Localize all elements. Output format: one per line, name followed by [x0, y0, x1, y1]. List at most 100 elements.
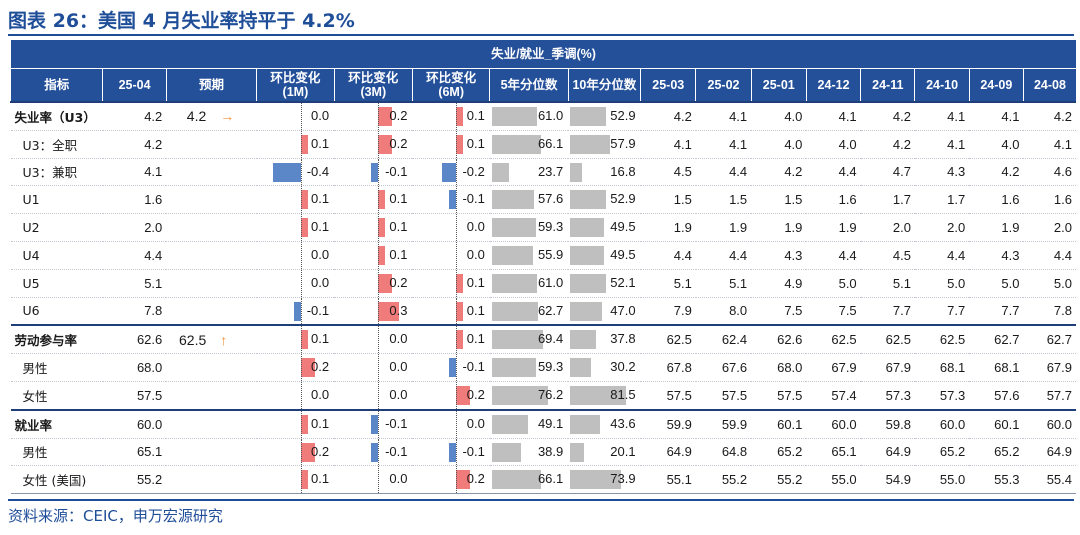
zero-line — [456, 241, 458, 269]
change-bar — [300, 414, 308, 434]
percentile-bar — [570, 134, 610, 154]
percentile-value: 52.9 — [610, 191, 636, 207]
change-value: 0.0 — [389, 331, 408, 347]
history-value: 64.9 — [1023, 438, 1076, 467]
percentile-p10-cell: 49.5 — [568, 213, 641, 242]
current-value: 4.1 — [102, 158, 167, 187]
percentile-bar — [491, 273, 537, 293]
table-row: U5 5.1 0.0 0.2 0.1 61.0 52.1 5.1 5.1 4.9 5.0 5.1 5.0… — [10, 269, 1076, 298]
change-bar — [300, 218, 308, 238]
percentile-bar — [570, 470, 621, 490]
history-value: 60.1 — [751, 408, 807, 439]
history-value: 67.8 — [640, 353, 696, 382]
zero-line — [456, 297, 458, 325]
column-header: 25-04 — [102, 68, 167, 103]
expectation-cell — [166, 130, 257, 159]
change-bar — [300, 442, 315, 462]
change-value: -0.1 — [385, 163, 408, 179]
zero-line — [300, 466, 302, 494]
percentile-value: 23.7 — [537, 163, 564, 179]
history-value: 4.0 — [751, 100, 807, 131]
change-c3-cell: 0.0 — [334, 381, 413, 411]
percentile-value: 73.9 — [610, 471, 636, 487]
change-c1-cell: 0.1 — [256, 465, 335, 495]
table-row: 男性 65.1 0.2 -0.1 -0.1 38.9 20.1 64.9 64.8 65.2 65.… — [10, 438, 1076, 467]
percentile-p10-cell: 57.9 — [568, 130, 641, 159]
change-bar — [371, 442, 379, 462]
expectation-cell: 62.5 ↑ — [166, 324, 257, 355]
percentile-value: 49.5 — [610, 246, 636, 262]
zero-line — [456, 186, 458, 214]
history-value: 65.2 — [914, 438, 970, 467]
history-value: 57.5 — [640, 381, 696, 411]
history-value: 7.7 — [860, 297, 915, 326]
change-c6-cell: -0.1 — [412, 185, 490, 215]
table-row: 女性 57.5 0.0 0.0 0.2 76.2 81.5 57.5 57.5 57.5 57.4 5… — [10, 381, 1076, 411]
change-c6-cell: 0.1 — [412, 269, 490, 298]
history-value: 4.1 — [1023, 130, 1076, 159]
change-c1-cell: 0.1 — [256, 324, 335, 355]
change-bar — [272, 162, 301, 182]
percentile-p5-cell: 69.4 — [489, 324, 569, 355]
change-value: 0.2 — [389, 274, 408, 290]
percentile-bar — [570, 190, 607, 210]
zero-line — [456, 410, 458, 438]
history-value: 1.9 — [695, 213, 752, 242]
row-label: U1 — [10, 185, 103, 215]
percentile-p5-cell: 38.9 — [489, 438, 569, 467]
change-c1-cell: 0.0 — [256, 100, 335, 131]
change-bar — [456, 107, 464, 126]
history-value: 4.1 — [914, 130, 970, 159]
table-row: U6 7.8 -0.1 0.3 0.1 62.7 47.0 7.9 8.0 7.5 7.5 7.7 7.… — [10, 297, 1076, 326]
zero-line — [300, 158, 302, 186]
zero-line — [378, 297, 380, 325]
change-c6-cell: 0.2 — [412, 381, 490, 411]
row-label: 失业率（U3） — [10, 100, 103, 131]
history-value: 4.0 — [751, 130, 807, 159]
percentile-p10-cell: 43.6 — [568, 408, 641, 439]
zero-line — [300, 438, 302, 466]
table-row: U2 2.0 0.1 0.1 0.0 59.3 49.5 1.9 1.9 1.9 1.9 2.0 2.0… — [10, 213, 1076, 242]
history-value: 62.5 — [914, 324, 970, 355]
history-value: 4.3 — [969, 241, 1024, 270]
table-body: 失业率（U3） 4.2 4.2 → 0.0 0.2 0.1 61.0 52.9 4.2 4.1 4.0… — [10, 100, 1076, 495]
percentile-value: 61.0 — [537, 108, 564, 123]
column-header: 环比变化 (1M) — [256, 68, 335, 103]
change-bar — [449, 358, 457, 378]
history-value: 59.8 — [860, 408, 915, 439]
history-value: 59.9 — [695, 408, 752, 439]
history-value: 4.1 — [969, 100, 1024, 131]
history-value: 7.5 — [806, 297, 861, 326]
percentile-bar — [570, 218, 604, 238]
percentile-bar — [570, 301, 603, 321]
history-value: 62.7 — [1023, 324, 1076, 355]
expectation-cell — [166, 353, 257, 382]
zero-line — [456, 381, 458, 409]
current-value: 5.1 — [102, 269, 167, 298]
change-bar — [456, 470, 471, 490]
change-c3-cell: 0.0 — [334, 324, 413, 355]
history-value: 5.0 — [914, 269, 970, 298]
history-value: 7.5 — [751, 297, 807, 326]
percentile-p10-cell: 52.9 — [568, 100, 641, 131]
source-note: 资料来源：CEIC，申万宏源研究 — [8, 507, 223, 525]
change-bar — [378, 107, 393, 126]
percentile-value: 49.5 — [610, 219, 636, 235]
change-c6-cell: 0.2 — [412, 465, 490, 495]
trend-arrow-icon: ↑ — [220, 331, 228, 348]
row-label: 劳动参与率 — [10, 324, 103, 355]
change-bar — [378, 190, 386, 210]
expectation-cell — [166, 408, 257, 439]
unemployment-table: 失业/就业_季调(%) 指标 25-04 预期 环比变化 (1M) 环比变化 (3M) 环比变… — [9, 40, 1076, 495]
history-value: 67.9 — [806, 353, 861, 382]
history-value: 2.0 — [860, 213, 915, 242]
history-value: 2.0 — [914, 213, 970, 242]
current-value: 4.2 — [102, 130, 167, 159]
column-header: 5年分位数 — [489, 68, 569, 103]
percentile-bar — [491, 358, 536, 378]
change-bar — [300, 190, 308, 210]
column-header: 指标 — [9, 68, 103, 103]
percentile-value: 76.2 — [537, 386, 564, 402]
zero-line — [378, 354, 380, 381]
history-value: 4.2 — [751, 158, 807, 187]
